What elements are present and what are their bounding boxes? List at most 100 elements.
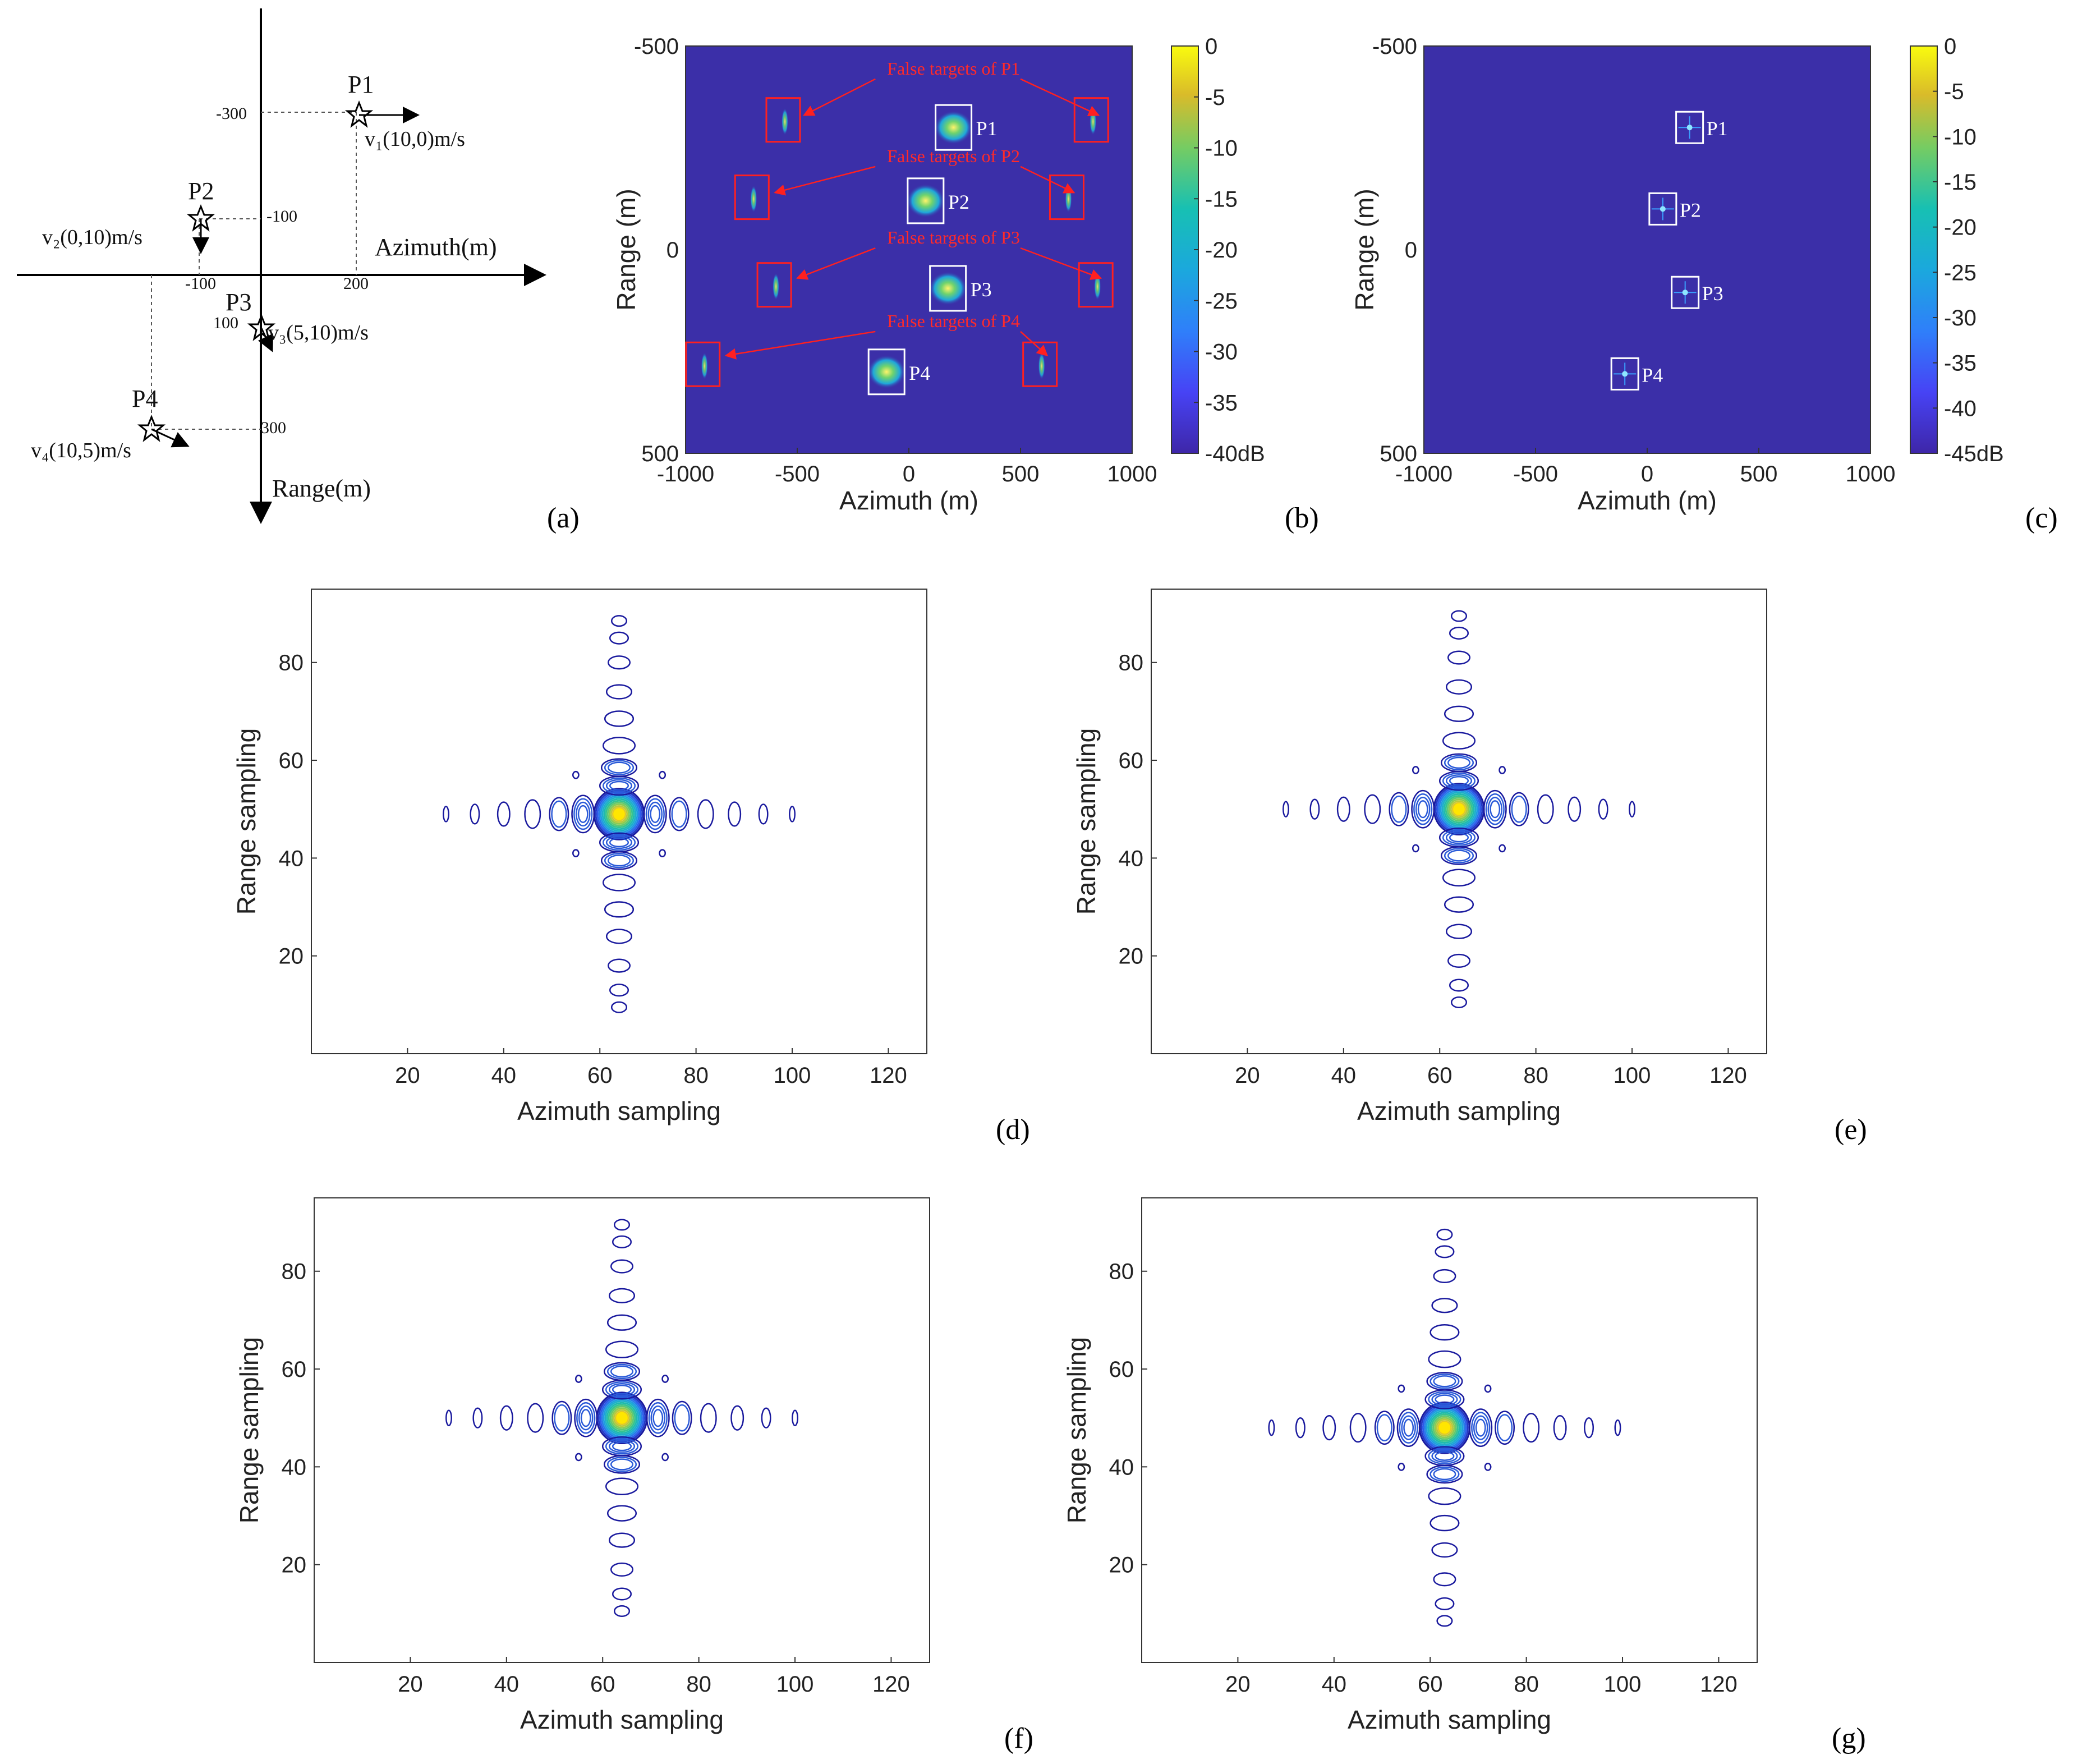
colorbar — [1910, 45, 1938, 454]
range-sidelobe — [607, 855, 631, 867]
range-sidelobe — [1436, 1615, 1453, 1627]
chart-g: 20 40 60 80 100 120 20 40 60 80 Azimuth sampling Ra… — [1062, 1197, 1758, 1734]
azimuth-sidelobe — [1475, 1418, 1486, 1437]
azimuth-sidelobe — [761, 1407, 771, 1428]
azimuth-sidelobe — [554, 1404, 570, 1432]
azimuth-sidelobe — [647, 801, 663, 827]
false-target-blob — [750, 185, 757, 213]
azimuth-sidelobe — [1336, 796, 1350, 822]
azimuth-sidelobe — [1374, 1411, 1395, 1445]
false-target-blob — [1038, 352, 1045, 380]
azimuth-sidelobe — [1364, 794, 1381, 824]
y-tick-label: 80 — [1119, 651, 1144, 676]
range-sidelobe — [1433, 1572, 1456, 1587]
target-box — [867, 348, 905, 396]
range-sidelobe — [608, 1440, 636, 1453]
target-point — [1686, 125, 1693, 131]
chart-c: -1000 -500 0 500 1000 -500 0 500 Azimuth (m) Rang… — [1350, 34, 2004, 515]
false-target-blob — [773, 273, 780, 300]
azimuth-sidelobe — [1401, 1415, 1416, 1440]
x-tick-label: 100 — [776, 1672, 814, 1697]
false-target-box — [734, 174, 770, 220]
azimuth-sidelobe — [580, 1409, 591, 1427]
target-point — [1622, 371, 1628, 377]
tick-y-neg300: -300 — [216, 104, 247, 123]
target-box — [907, 177, 945, 224]
mainlobe-contour — [1434, 1417, 1455, 1439]
azimuth-sidelobe — [789, 806, 796, 823]
chart-f: 20 40 60 80 100 120 20 40 60 80 Azimuth sampling Ra… — [235, 1197, 930, 1734]
target-label: P1 — [348, 71, 374, 98]
azimuth-sidelobe — [1584, 1417, 1594, 1439]
x-tick-label: 20 — [1235, 1063, 1260, 1088]
azimuth-sidelobe — [1473, 1415, 1488, 1440]
range-sidelobe — [604, 710, 635, 727]
velocity-arrow — [258, 328, 273, 352]
target-p1: P1 v₁(10,0)m/s — [344, 71, 465, 151]
chart-d: 20 40 60 80 100 120 20 40 60 80 Azimuth sampling Ra… — [232, 589, 927, 1126]
y-tick-label: -500 — [634, 34, 679, 59]
azimuth-sidelobe — [1537, 794, 1554, 824]
azimuth-sidelobe — [443, 806, 449, 823]
target-label: P1 — [1707, 117, 1728, 140]
range-sidelobe — [1435, 1245, 1455, 1258]
range-sidelobe — [604, 901, 635, 918]
azimuth-sidelobe — [1413, 793, 1433, 825]
x-tick-label: 40 — [1322, 1672, 1347, 1697]
y-tick-label: 60 — [1119, 748, 1144, 773]
panel-letter-e: (e) — [1835, 1114, 1867, 1146]
y-tick-label: 60 — [279, 748, 304, 773]
range-sidelobe — [608, 1532, 636, 1548]
azimuth-sidelobe — [758, 803, 769, 825]
mainlobe-peak — [616, 1412, 628, 1424]
star-icon — [344, 100, 374, 128]
azimuth-sidelobe — [571, 794, 595, 834]
azimuth-sidelobe — [1614, 1419, 1621, 1436]
target-label: P3 — [226, 288, 251, 316]
velocity-label: v₂(0,10)m/s — [42, 226, 143, 249]
range-sidelobe — [1442, 732, 1476, 750]
mainlobe-contour — [1443, 793, 1475, 825]
range-sidelobe — [1430, 1514, 1460, 1532]
x-tick-label: 0 — [903, 462, 915, 486]
diagonal-sidelobe — [1412, 844, 1419, 853]
x-tick-label: 60 — [590, 1672, 615, 1697]
x-tick-label: 60 — [1427, 1063, 1453, 1088]
range-sidelobe — [603, 1362, 641, 1381]
azimuth-sidelobe — [1411, 789, 1435, 829]
azimuth-sidelobe — [576, 1402, 596, 1434]
x-tick-label: 60 — [587, 1063, 613, 1088]
mainlobe-contour — [1445, 794, 1473, 824]
panel-letter-b: (b) — [1285, 502, 1319, 534]
false-target-annotation: False targets of P1 — [887, 58, 1020, 79]
target-label: P2 — [188, 177, 214, 205]
mainlobe-contour — [1427, 1410, 1462, 1446]
x-tick-label: -500 — [775, 462, 820, 486]
azimuth-sidelobe — [1349, 1413, 1367, 1443]
azimuth-sidelobe — [674, 1404, 690, 1432]
range-sidelobe — [612, 1235, 632, 1248]
false-target-box — [685, 341, 721, 387]
diagonal-sidelobe — [572, 849, 580, 858]
range-sidelobe — [603, 1455, 641, 1474]
y-tick-label: 60 — [1109, 1357, 1134, 1382]
mainlobe-contour — [1446, 797, 1472, 822]
azimuth-sidelobe — [445, 1409, 452, 1426]
diagonal-sidelobe — [574, 1453, 582, 1462]
diagonal-sidelobe — [1484, 1463, 1492, 1471]
colorbar-tick-label: 0 — [1944, 34, 1956, 59]
target-label: P3 — [971, 278, 992, 301]
azimuth-sidelobe — [524, 799, 541, 829]
range-sidelobe — [1442, 869, 1476, 886]
azimuth-sidelobe — [1483, 789, 1507, 829]
annotation-arrow — [1020, 247, 1102, 280]
range-sidelobe — [1445, 679, 1473, 695]
range-sidelobe — [604, 760, 635, 775]
range-sidelobe — [1428, 1448, 1461, 1464]
range-sidelobe — [605, 1381, 639, 1398]
y-tick-label: 40 — [279, 846, 304, 871]
range-sidelobe — [600, 758, 638, 777]
star-icon — [247, 313, 276, 341]
colorbar-tick-label: -5 — [1944, 80, 1964, 104]
target-label: P4 — [909, 362, 930, 384]
